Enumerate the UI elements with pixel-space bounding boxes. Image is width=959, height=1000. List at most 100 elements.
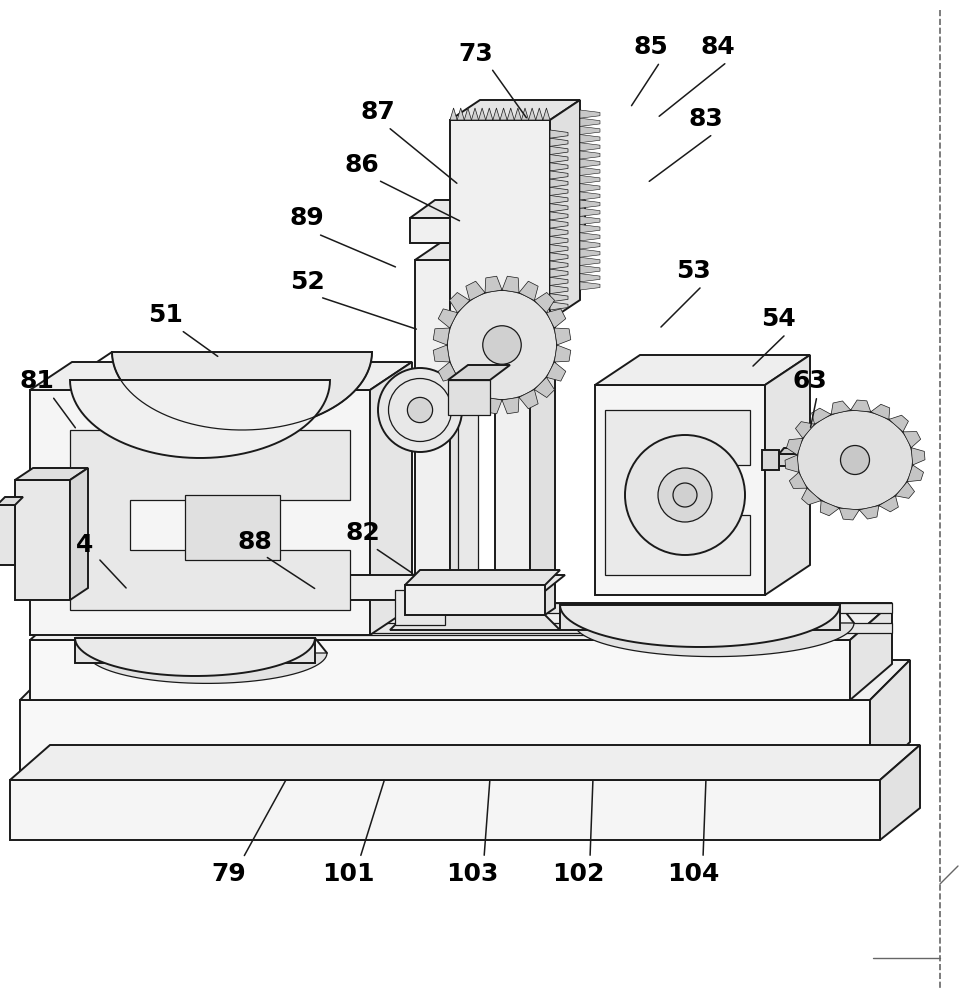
Text: 81: 81 [19, 369, 55, 393]
Polygon shape [560, 605, 840, 647]
Polygon shape [839, 508, 859, 520]
Circle shape [658, 468, 712, 522]
Polygon shape [72, 603, 892, 613]
Polygon shape [405, 595, 540, 625]
Polygon shape [580, 159, 600, 167]
Polygon shape [90, 575, 520, 600]
Polygon shape [433, 345, 450, 362]
Polygon shape [20, 700, 870, 780]
Polygon shape [580, 175, 600, 184]
Polygon shape [550, 261, 568, 269]
Polygon shape [550, 253, 568, 261]
Polygon shape [550, 269, 568, 277]
Text: 103: 103 [446, 862, 498, 886]
Polygon shape [450, 243, 475, 625]
Polygon shape [580, 249, 600, 257]
Polygon shape [550, 163, 568, 171]
Polygon shape [507, 108, 514, 120]
Polygon shape [466, 281, 485, 301]
Polygon shape [70, 430, 350, 610]
Text: 51: 51 [148, 303, 182, 327]
Polygon shape [550, 277, 568, 285]
Polygon shape [850, 603, 892, 700]
Polygon shape [0, 505, 15, 565]
Polygon shape [779, 454, 797, 466]
Text: 63: 63 [793, 369, 828, 393]
Polygon shape [903, 432, 921, 448]
Text: 104: 104 [667, 862, 719, 886]
Polygon shape [479, 108, 485, 120]
Ellipse shape [797, 410, 913, 510]
Polygon shape [554, 328, 571, 345]
Polygon shape [464, 108, 472, 120]
Polygon shape [574, 623, 854, 657]
Polygon shape [550, 285, 568, 294]
Polygon shape [485, 108, 493, 120]
Polygon shape [15, 480, 70, 600]
Polygon shape [547, 309, 566, 328]
Polygon shape [458, 295, 478, 620]
Polygon shape [550, 294, 568, 302]
Polygon shape [580, 143, 600, 151]
Polygon shape [20, 660, 910, 700]
Polygon shape [811, 408, 831, 424]
Polygon shape [485, 397, 502, 414]
Polygon shape [550, 236, 568, 245]
Polygon shape [485, 276, 502, 293]
Polygon shape [0, 497, 23, 505]
Text: 4: 4 [77, 533, 94, 557]
Text: 102: 102 [551, 862, 604, 886]
Polygon shape [450, 377, 470, 398]
Polygon shape [605, 410, 750, 575]
Polygon shape [550, 130, 568, 138]
Polygon shape [859, 506, 878, 519]
Text: 84: 84 [701, 35, 736, 59]
Polygon shape [802, 488, 821, 505]
Polygon shape [457, 108, 464, 120]
Polygon shape [785, 455, 799, 472]
Polygon shape [450, 292, 470, 313]
Polygon shape [550, 212, 568, 220]
Polygon shape [580, 135, 600, 143]
Polygon shape [370, 362, 412, 635]
Polygon shape [896, 482, 915, 498]
Polygon shape [502, 276, 519, 293]
Polygon shape [502, 397, 519, 414]
Polygon shape [580, 208, 600, 216]
Polygon shape [560, 200, 585, 243]
Polygon shape [595, 385, 765, 595]
Polygon shape [519, 281, 538, 301]
Polygon shape [528, 108, 536, 120]
Polygon shape [789, 472, 807, 488]
Polygon shape [395, 590, 445, 625]
Polygon shape [580, 200, 600, 208]
Polygon shape [530, 243, 555, 625]
Circle shape [378, 368, 462, 452]
Polygon shape [450, 100, 580, 120]
Polygon shape [547, 362, 566, 381]
Polygon shape [75, 638, 315, 676]
Polygon shape [580, 257, 600, 265]
Polygon shape [550, 195, 568, 204]
Text: 52: 52 [290, 270, 324, 294]
Polygon shape [580, 118, 600, 126]
Text: 54: 54 [760, 307, 795, 331]
Polygon shape [536, 108, 543, 120]
Polygon shape [580, 192, 600, 200]
Polygon shape [522, 108, 528, 120]
Polygon shape [550, 204, 568, 212]
Text: 101: 101 [322, 862, 374, 886]
Polygon shape [870, 660, 910, 780]
Text: 87: 87 [361, 100, 395, 124]
Polygon shape [762, 450, 779, 470]
Text: 85: 85 [634, 35, 668, 59]
Polygon shape [185, 495, 280, 560]
Circle shape [673, 483, 697, 507]
Text: 53: 53 [676, 259, 711, 283]
Polygon shape [519, 389, 538, 409]
Polygon shape [550, 171, 568, 179]
Polygon shape [30, 362, 412, 390]
Text: 79: 79 [212, 862, 246, 886]
Polygon shape [448, 380, 490, 415]
Polygon shape [87, 653, 327, 683]
